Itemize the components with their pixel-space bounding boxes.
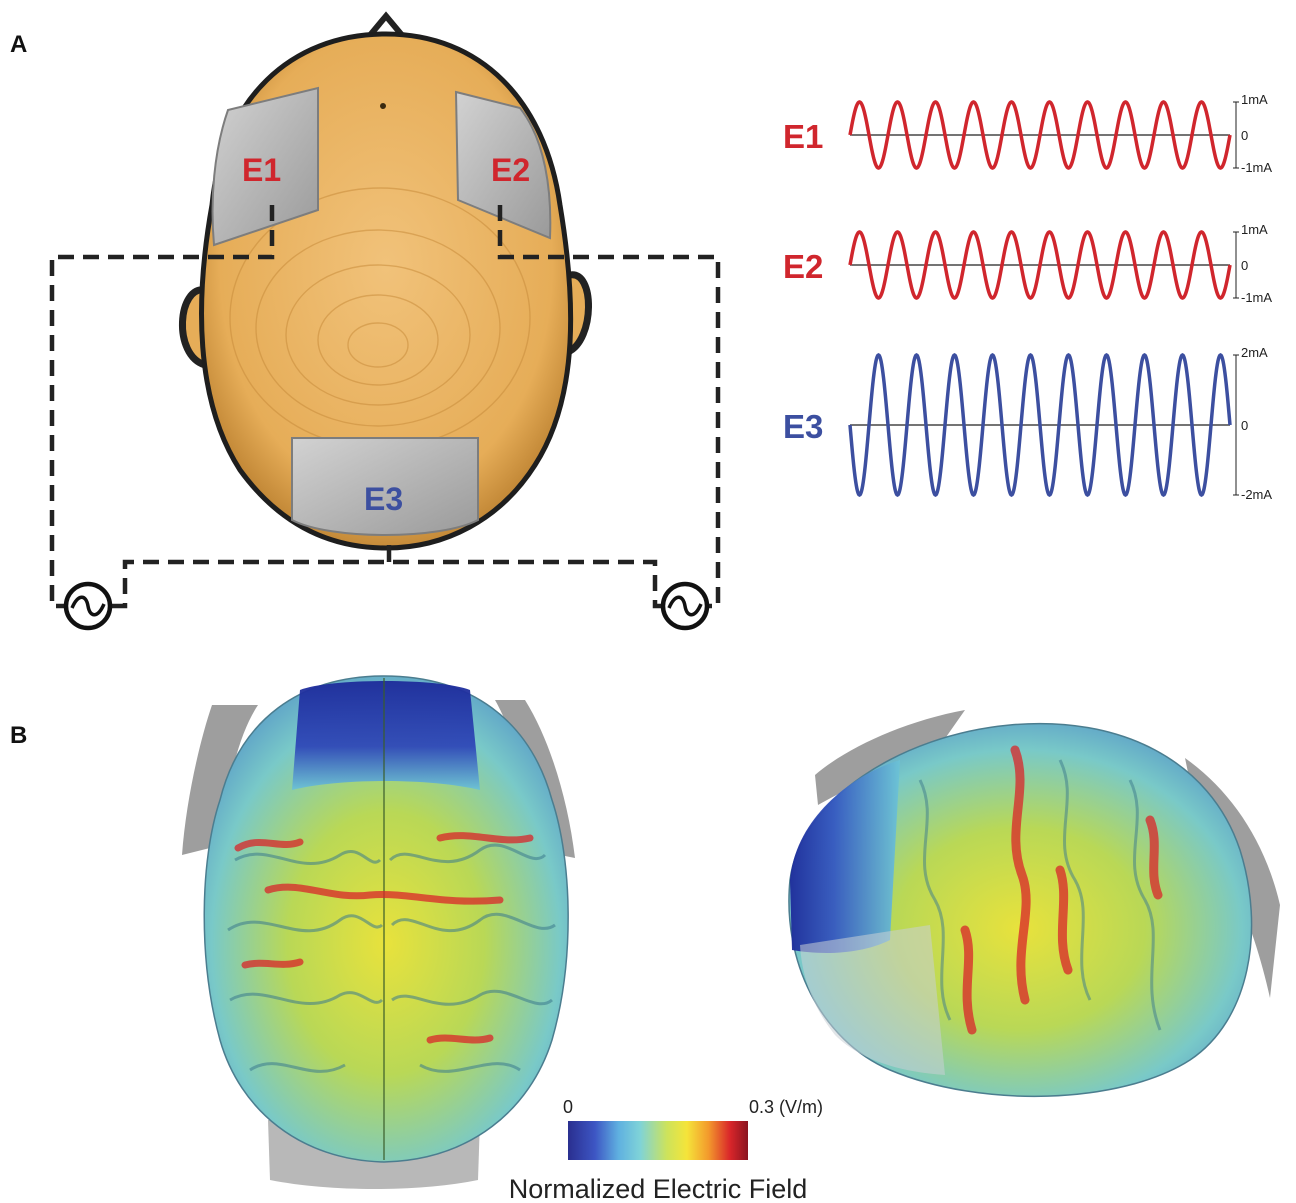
panel-a-letter: A <box>10 31 27 58</box>
scale-label-zero: 0 <box>1241 128 1248 143</box>
pad-shadow-oblique-1 <box>815 710 965 805</box>
scale-label-top: 1mA <box>1241 222 1268 237</box>
electrode-label-e3: E3 <box>364 481 403 517</box>
scale-label-zero: 0 <box>1241 258 1248 273</box>
ac-source-icon <box>660 581 710 631</box>
waveform-label-e3: E3 <box>783 408 823 445</box>
high-field-bands <box>234 832 534 1044</box>
colorbar-title: Normalized Electric Field <box>509 1174 808 1203</box>
gyri-pattern <box>227 843 556 1073</box>
electrode-label-e1: E1 <box>242 152 281 188</box>
right-ear <box>566 271 592 356</box>
brain-oblique-view <box>788 710 1280 1098</box>
scale-label-bottom: -1mA <box>1241 290 1272 305</box>
scale-label-top: 2mA <box>1241 345 1268 360</box>
colorbar-max-label: 0.3 (V/m) <box>749 1097 823 1117</box>
waveform-label-e2: E2 <box>783 248 823 285</box>
gyri-pattern-oblique <box>918 759 1162 1031</box>
electrode-pad-e3 <box>291 437 479 536</box>
waveform-e3 <box>848 352 1232 498</box>
scale-label-bottom: -1mA <box>1241 160 1272 175</box>
scale-label-zero: 0 <box>1241 418 1248 433</box>
electrode-label-e2: E2 <box>491 152 530 188</box>
ac-source-icon <box>63 581 113 631</box>
brain-top-view <box>182 675 575 1189</box>
colorbar: 0 0.3 (V/m) Normalized Electric Field <box>509 1097 823 1203</box>
high-field-bands-oblique <box>960 745 1163 1035</box>
circuit-wires <box>49 205 721 609</box>
frontal-region <box>292 681 480 790</box>
colorbar-min-label: 0 <box>563 1097 573 1117</box>
waveform-e1 <box>848 100 1232 170</box>
waveform-label-e1: E1 <box>783 118 823 155</box>
scale-label-top: 1mA <box>1241 92 1268 107</box>
panel-b-letter: B <box>10 722 27 749</box>
pad-shadow-left <box>182 705 258 855</box>
scale-label-bottom: -2mA <box>1241 487 1272 502</box>
waveforms: E1 1mA 0 -1mA E2 1mA 0 -1mA E3 2mA 0 -2mA <box>783 92 1272 502</box>
scalp-marker <box>380 103 386 109</box>
frontal-region-oblique <box>790 760 900 953</box>
electrode-pad-e1 <box>211 86 319 247</box>
pad-overlay-oblique <box>800 925 945 1075</box>
head-diagram: E1 E2 E3 <box>179 11 592 551</box>
waveform-e2 <box>848 230 1232 300</box>
colorbar-gradient <box>568 1121 748 1160</box>
electrode-pad-e2 <box>454 90 552 240</box>
